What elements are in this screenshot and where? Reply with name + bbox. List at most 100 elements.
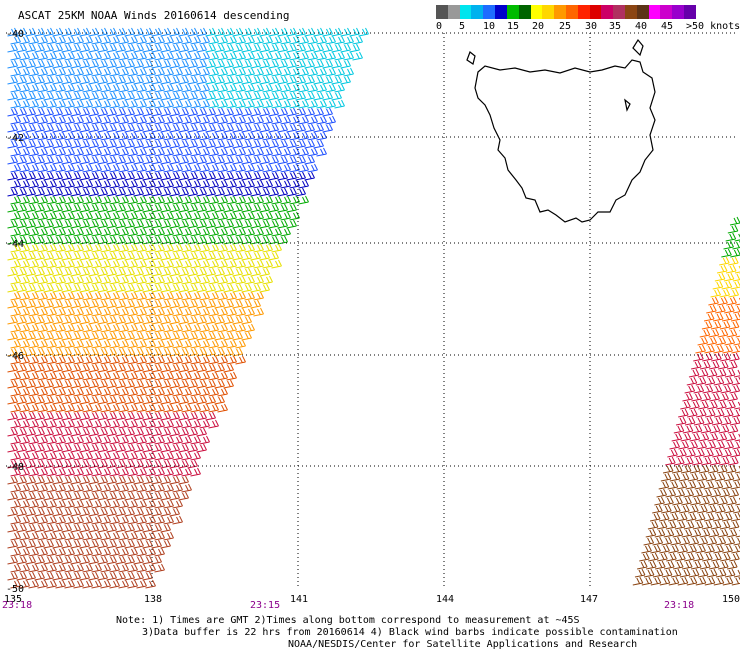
wind-barb [313, 43, 324, 53]
wind-barb [28, 419, 39, 429]
wind-barb [55, 531, 66, 541]
wind-barb [64, 371, 75, 381]
wind-barb [133, 555, 144, 565]
wind-barb [97, 203, 108, 213]
wind-barb [669, 440, 680, 450]
wind-barb [709, 560, 720, 570]
wind-barb [145, 131, 156, 141]
wind-barb [37, 227, 48, 237]
wind-barb [55, 467, 66, 477]
wind-barb [698, 432, 710, 442]
wind-barb [214, 171, 225, 181]
wind-barb [28, 323, 39, 333]
wind-barb [25, 395, 36, 405]
wind-barb [43, 315, 54, 325]
wind-barb [106, 411, 117, 421]
wind-barb [250, 203, 261, 213]
wind-barb [698, 464, 710, 474]
wind-barb [226, 83, 237, 93]
wind-barb [244, 51, 255, 61]
wind-barb [181, 483, 192, 493]
wind-barb [97, 251, 108, 261]
wind-barb [205, 363, 216, 373]
wind-barb [52, 251, 63, 261]
wind-barb [52, 27, 63, 37]
wind-barb [55, 387, 66, 397]
wind-barb [10, 499, 21, 509]
wind-barb [704, 376, 716, 386]
wind-barb [145, 531, 156, 541]
wind-barb [304, 43, 315, 53]
wind-barb [16, 331, 27, 341]
wind-barb [61, 139, 72, 149]
wind-barb [160, 523, 171, 533]
wind-barb [223, 331, 234, 341]
wind-barb [235, 339, 246, 349]
wind-barb [124, 507, 135, 517]
wind-barb [88, 411, 99, 421]
wind-barb [196, 299, 207, 309]
wind-barb [37, 419, 48, 429]
wind-barb [160, 91, 171, 101]
wind-barb [259, 203, 270, 213]
wind-barb [64, 323, 75, 333]
wind-barb [172, 275, 183, 285]
wind-barb [154, 355, 165, 365]
wind-barb [7, 427, 18, 437]
wind-barb [37, 467, 48, 477]
wind-barb [172, 243, 183, 253]
wind-barb [700, 392, 711, 402]
wind-barb [34, 315, 45, 325]
wind-barb [25, 91, 36, 101]
wind-barb [286, 91, 297, 101]
wind-barb [154, 227, 165, 237]
wind-barb [235, 35, 246, 45]
wind-barb [151, 235, 162, 245]
wind-barb [244, 323, 255, 333]
wind-barb [232, 331, 243, 341]
wind-barb [43, 539, 54, 549]
wind-barb [226, 115, 237, 125]
wind-barb [97, 123, 108, 133]
wind-barb [64, 403, 75, 413]
wind-barb [244, 35, 255, 45]
wind-barb [689, 400, 700, 410]
wind-barb [19, 499, 30, 509]
wind-barb [190, 387, 201, 397]
wind-barb [34, 411, 45, 421]
wind-barb [142, 315, 153, 325]
wind-barb [660, 472, 672, 482]
wind-barb [109, 547, 120, 557]
wind-barb [677, 544, 688, 554]
wind-barb [34, 59, 45, 69]
wind-barb [687, 440, 698, 450]
colorbar-segment [459, 5, 472, 19]
wind-barb [64, 83, 75, 93]
wind-barb [710, 488, 722, 498]
wind-barb [124, 491, 135, 501]
wind-barb [43, 379, 54, 389]
wind-barb [160, 363, 171, 373]
wind-barb [19, 515, 30, 525]
wind-barb [667, 480, 679, 490]
wind-barb [190, 35, 201, 45]
wind-barb [28, 403, 39, 413]
wind-barb [109, 51, 120, 61]
wind-barb [97, 507, 108, 517]
wind-barb [154, 51, 165, 61]
wind-barb [722, 576, 734, 586]
wind-barb [109, 387, 120, 397]
wind-barb [214, 187, 225, 197]
wind-barb [181, 419, 192, 429]
wind-barb [178, 283, 189, 293]
wind-barb [731, 544, 740, 554]
wind-barb [214, 395, 225, 405]
wind-barb [82, 435, 93, 445]
wind-barb [82, 339, 93, 349]
colorbar-segment [589, 5, 602, 19]
wind-barb [154, 339, 165, 349]
wind-barb [7, 155, 18, 165]
wind-barb [235, 131, 246, 141]
wind-barb [88, 27, 99, 37]
wind-barb [16, 507, 27, 517]
